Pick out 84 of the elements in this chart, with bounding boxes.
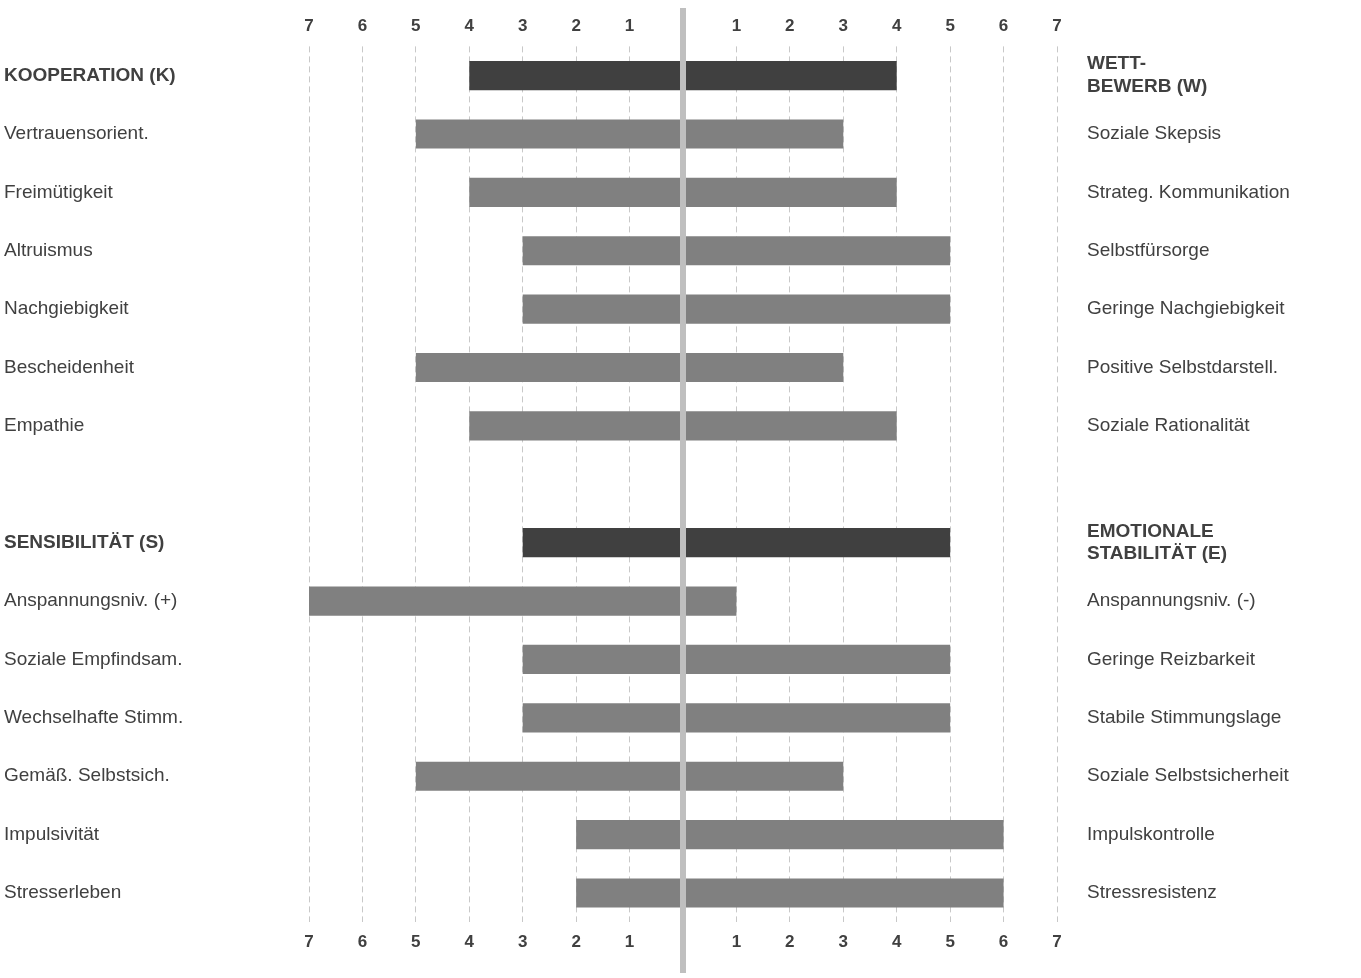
bar [522,644,683,675]
bar [415,119,683,149]
x-tick-label: 6 [357,15,368,35]
x-tick-label: 4 [891,15,902,35]
bar [576,878,683,908]
y-tick-label: KOOPERATION (K) [4,63,176,85]
bar [469,177,683,207]
x2-tick-label: 2 [785,932,795,952]
y2-tick-label: Geringe Nachgiebigkeit [1087,297,1286,319]
y2-tick-label: Geringe Reizbarkeit [1087,647,1256,669]
x-tick-label: 6 [998,15,1009,35]
y2-tick-label: Stabile Stimmungslage [1087,706,1282,728]
y-tick-label: Bescheidenheit [4,355,135,377]
bar [415,352,683,383]
bar [683,820,1004,850]
bar [683,586,737,616]
y2-tick-label: Soziale Selbstsicherheit [1087,764,1290,786]
x-tick-label: 7 [304,15,314,35]
bar [683,761,844,791]
y-tick-label: Anspannungsniv. (+) [4,589,178,611]
x2-tick-label: 4 [891,932,902,952]
x2-tick-label: 2 [571,932,581,952]
bar [683,61,897,91]
y-tick-label: Vertrauensorient. [4,122,149,144]
bar [469,61,683,91]
x-tick-label: 3 [517,15,528,35]
bar [469,411,683,441]
bar [683,119,844,149]
x2-tick-label: 3 [517,932,528,952]
bar [683,411,897,441]
bar [576,820,683,850]
x2-tick-label: 7 [1052,932,1062,952]
y2-tick-label: EMOTIONALE STABILITÄT (E) [1087,519,1228,564]
bar [683,528,951,558]
bar [683,236,951,266]
bar [309,586,683,616]
y2-tick-label: WETT-BEWERB (W) [1087,52,1208,97]
y-tick-label: Gemäß. Selbstsich. [4,764,170,786]
bar [522,294,683,324]
y-tick-label: SENSIBILITÄT (S) [4,530,165,552]
y-tick-label: Impulsivität [4,822,100,844]
y2-tick-label: Impulskontrolle [1087,822,1215,844]
y2-tick-label: Anspannungsniv. (-) [1087,589,1256,611]
y2-tick-label: Positive Selbstdarstell. [1087,355,1279,377]
x2-tick-label: 5 [945,932,955,952]
x-tick-label: 5 [945,15,955,35]
y2-tick-label: Soziale Rationalität [1087,414,1251,436]
x2-tick-label: 4 [464,932,475,952]
x-tick-label: 7 [1052,15,1062,35]
x2-tick-label: 5 [411,932,421,952]
bar [522,703,683,733]
y2-tick-label: Stressresistenz [1087,881,1217,903]
y2-tick-label: Soziale Skepsis [1087,122,1222,144]
y-tick-label: Empathie [4,414,85,436]
bar [683,352,844,383]
bar [683,703,951,733]
bar [522,236,683,266]
y2-tick-label: Selbstfürsorge [1087,238,1210,260]
x2-tick-label: 7 [304,932,314,952]
y-tick-label: Soziale Empfindsam. [4,647,183,669]
y-tick-label: Altruismus [4,238,93,260]
x2-tick-label: 1 [624,932,635,952]
x2-tick-label: 6 [357,932,368,952]
x-tick-label: 1 [731,15,742,35]
bar [522,528,683,558]
x2-tick-label: 1 [731,932,742,952]
y-tick-label: Stresserleben [4,881,122,903]
bar [683,644,951,675]
x2-tick-label: 6 [998,932,1009,952]
x-tick-label: 2 [785,15,795,35]
bar [415,761,683,791]
y-tick-label: Nachgiebigkeit [4,297,130,319]
x-tick-label: 3 [838,15,849,35]
x-tick-label: 1 [624,15,635,35]
x-tick-label: 4 [464,15,475,35]
y-tick-label: Wechselhafte Stimm. [4,706,184,728]
bar [683,294,951,324]
bar [683,878,1004,908]
x-tick-label: 5 [411,15,421,35]
y-tick-label: Freimütigkeit [4,180,114,202]
y2-tick-label: Strateg. Kommunikation [1087,180,1290,202]
x-tick-label: 2 [571,15,581,35]
bar [683,177,897,207]
x2-tick-label: 3 [838,932,849,952]
